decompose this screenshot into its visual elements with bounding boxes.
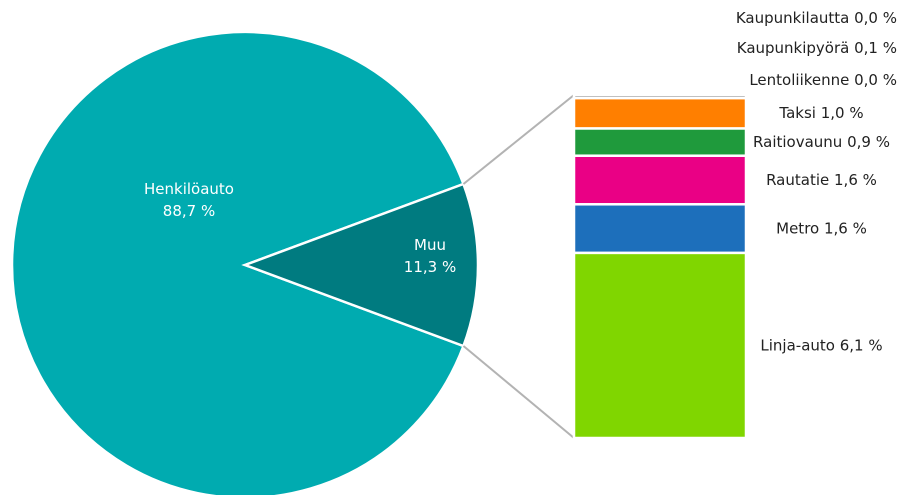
pie-value-henkiloauto: 88,7 % — [163, 202, 215, 220]
pie — [10, 30, 480, 495]
connector-top — [462, 94, 575, 185]
pie-slice-henkiloauto — [10, 30, 466, 495]
connector-lines — [462, 94, 575, 439]
bar-label-kaupunkilautta: Kaupunkilautta 0,0 % — [736, 9, 897, 27]
pie-label-henkiloauto: Henkilöauto — [144, 180, 234, 198]
bar-segment-kaupunkipyora — [572, 93, 748, 100]
bar-segment-rautatie — [572, 154, 748, 206]
labels: Henkilöauto 88,7 % Muu 11,3 % Linja-auto 6,1… — [144, 9, 897, 354]
bar-label-metro: Metro 1,6 % — [776, 220, 867, 238]
pie-label-muu: Muu — [414, 236, 446, 254]
bar-segment-taksi — [572, 96, 748, 130]
pie-slice-muu — [241, 182, 480, 348]
bar-label-rautatie: Rautatie 1,6 % — [766, 171, 877, 189]
bar-label-raitiovaunu: Raitiovaunu 0,9 % — [753, 133, 890, 151]
connector-bottom — [462, 345, 575, 439]
bar-label-lentoliikenne: Lentoliikenne 0,0 % — [749, 71, 897, 89]
bar-label-kaupunkipyora: Kaupunkipyörä 0,1 % — [737, 39, 897, 57]
bar-segment-metro — [572, 203, 748, 255]
bar-label-taksi: Taksi 1,0 % — [778, 104, 863, 122]
pie-value-muu: 11,3 % — [404, 258, 456, 276]
breakdown-bar — [572, 93, 748, 440]
bar-segment-linja-auto — [572, 251, 748, 440]
bar-label-linja-auto: Linja-auto 6,1 % — [760, 336, 882, 354]
bar-segment-raitiovaunu — [572, 127, 748, 157]
